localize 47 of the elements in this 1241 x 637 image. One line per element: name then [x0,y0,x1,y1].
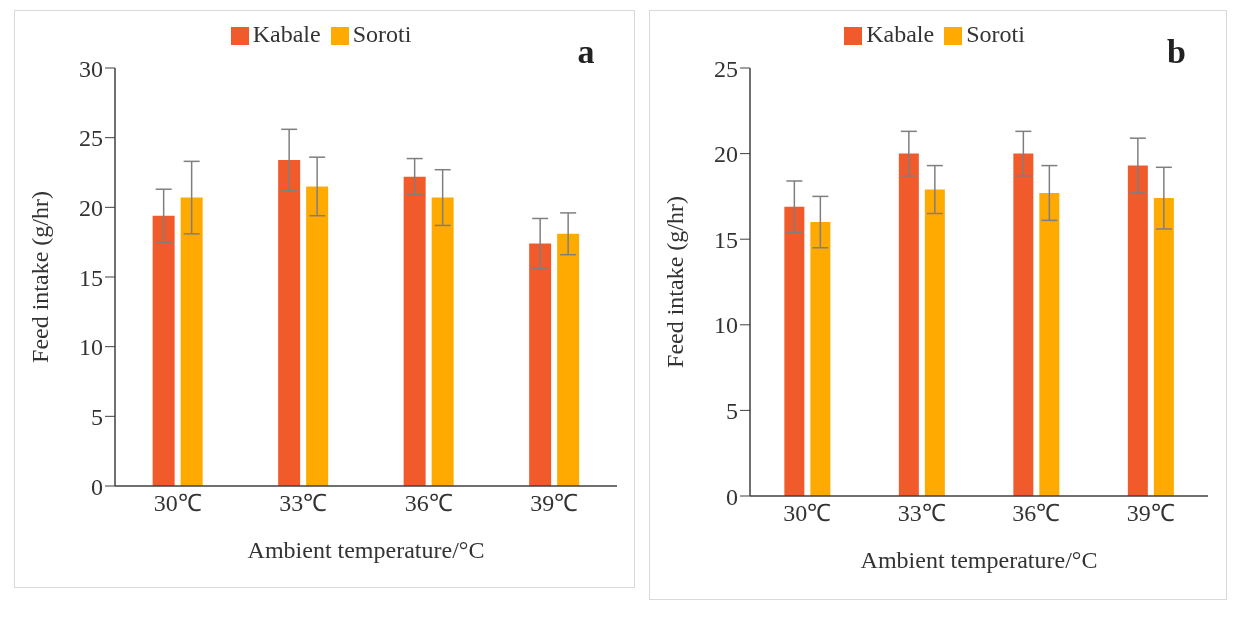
y-tick-label: 25 [714,55,739,82]
x-axis-title: Ambient temperature/°C [861,547,1098,573]
bar [810,222,831,496]
bar [403,176,426,486]
bar [1013,153,1034,496]
bar [152,215,175,486]
legend-label: Kabale [252,21,321,47]
y-tick-label: 10 [79,334,103,361]
y-tick-label: 5 [726,397,739,424]
x-tick-label: 33℃ [898,500,947,527]
y-tick-label: 25 [79,125,103,152]
bar [1039,192,1060,496]
x-tick-label: 36℃ [1012,500,1061,527]
y-tick-label: 20 [79,194,103,221]
bar [431,197,454,486]
legend-label: Soroti [352,21,412,47]
annotation: a [577,33,595,71]
x-tick-label: 36℃ [404,490,453,517]
y-tick-label: 15 [79,264,103,291]
bar [529,243,552,486]
y-tick-label: 0 [726,483,739,510]
bar [925,189,946,496]
x-tick-label: 30℃ [153,490,202,517]
y-axis-title: Feed intake (g/hr) [662,196,688,368]
y-tick-label: 10 [714,312,739,339]
x-axis-title: Ambient temperature/°C [247,537,485,563]
y-tick-label: 5 [91,403,103,430]
x-tick-label: 33℃ [279,490,328,517]
legend-label: Kabale [866,21,935,47]
x-tick-label: 39℃ [1127,500,1176,527]
y-axis-title: Feed intake (g/hr) [26,191,53,363]
bar [278,159,301,486]
y-tick-label: 20 [714,141,739,168]
bar [306,186,329,486]
bar [899,153,920,496]
legend-label: Soroti [966,21,1025,47]
annotation: b [1167,33,1186,71]
bar [1154,198,1175,496]
y-tick-label: 30 [79,55,103,82]
bar [784,206,805,496]
bar [1128,165,1149,496]
bar [557,233,580,486]
x-tick-label: 39℃ [530,490,579,517]
y-tick-label: 0 [91,473,103,500]
x-tick-label: 30℃ [783,500,832,527]
bar [180,197,203,486]
y-tick-label: 15 [714,226,739,253]
